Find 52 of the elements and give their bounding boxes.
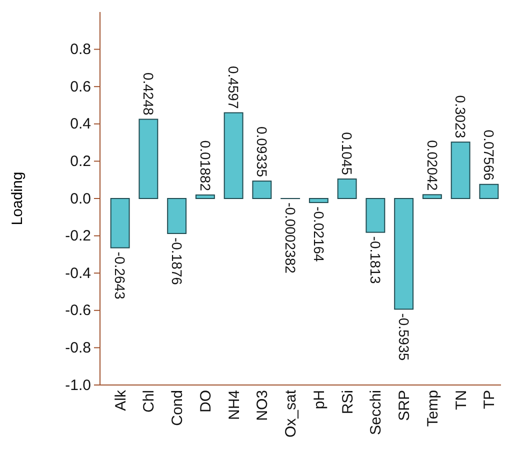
data-label: 0.09335	[254, 126, 270, 178]
data-label: -0.0002382	[282, 202, 298, 274]
bar	[366, 198, 386, 233]
x-tick-label: NO3	[254, 390, 272, 421]
bar	[479, 184, 499, 199]
data-label: 0.4248	[140, 72, 157, 116]
x-tick-label: Secchi	[368, 390, 385, 436]
bar	[167, 198, 187, 234]
bar	[308, 198, 328, 204]
y-tick-label: -0.8	[65, 340, 91, 356]
y-axis-title: Loading	[9, 172, 26, 226]
y-tick-label: -0.4	[65, 264, 91, 282]
x-tick-label: SRP	[396, 390, 414, 421]
x-tick-label: Alk	[112, 390, 130, 411]
bar	[195, 194, 215, 199]
x-tick-label: NH4	[226, 390, 243, 420]
y-tick-label: -0.2	[65, 228, 91, 245]
data-label: 0.07566	[481, 130, 498, 181]
bar	[450, 142, 470, 199]
y-tick-label: 0.4	[70, 116, 91, 133]
x-tick-label: RSi	[339, 390, 356, 414]
x-tick-label: Ox_sat	[282, 389, 300, 438]
data-label: -0.2643	[112, 252, 128, 300]
x-tick-label: pH	[310, 390, 328, 410]
x-tick-label: Chl	[140, 390, 158, 413]
data-label: -0.02164	[310, 206, 327, 262]
data-label: -0.1876	[168, 237, 185, 286]
x-tick-label: Temp	[424, 390, 442, 427]
y-tick-label: 0.8	[70, 41, 91, 58]
bar	[337, 178, 357, 199]
bar	[224, 112, 244, 199]
y-tick-label: 0.0	[70, 190, 91, 208]
y-tick-label: -1.0	[65, 376, 91, 394]
bar	[252, 180, 272, 199]
data-label: -0.5935	[396, 313, 412, 361]
y-tick-label: 0.2	[70, 153, 91, 170]
data-label: 0.4597	[226, 66, 242, 109]
bar	[394, 198, 414, 310]
data-label: 0.3023	[452, 95, 469, 138]
x-tick-label: TN	[452, 390, 470, 410]
x-tick-label: Cond	[169, 390, 186, 426]
data-label: 0.02042	[424, 140, 440, 191]
x-tick-label: TP	[481, 390, 498, 410]
data-label: 0.1045	[339, 132, 356, 176]
bar	[422, 194, 442, 199]
y-tick-label: 0.6	[70, 78, 91, 96]
bar	[110, 198, 130, 248]
bar	[138, 118, 158, 199]
data-label: 0.01882	[197, 140, 214, 192]
x-tick-label: DO	[197, 390, 214, 412]
y-tick-label: -0.6	[65, 302, 91, 320]
data-label: -0.1813	[368, 236, 384, 284]
